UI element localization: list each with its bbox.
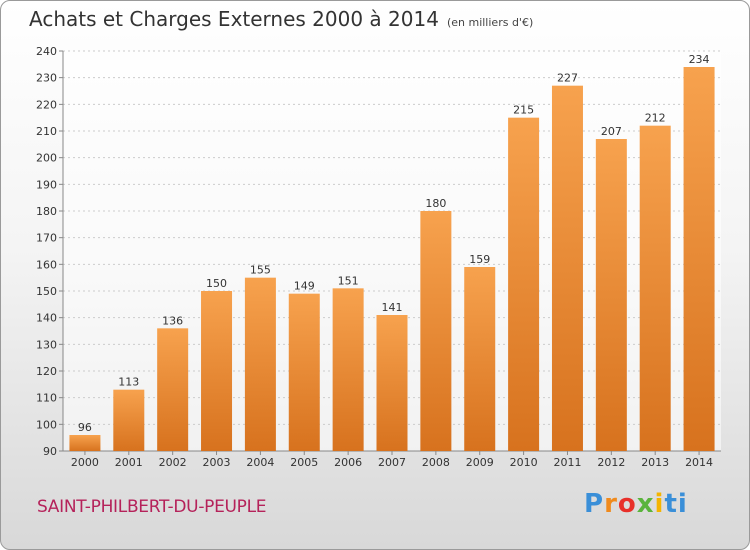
bar-value-label: 212	[645, 112, 666, 125]
x-tick-label: 2013	[641, 456, 669, 469]
bar	[420, 211, 452, 451]
bar	[332, 288, 364, 451]
bar	[157, 328, 189, 451]
bar-value-label: 155	[250, 264, 271, 277]
x-tick-label: 2007	[378, 456, 406, 469]
bar	[376, 315, 408, 451]
y-tick-label: 170	[36, 232, 57, 245]
bar-value-label: 159	[469, 253, 490, 266]
x-tick-label: 2014	[685, 456, 713, 469]
bar-value-label: 151	[338, 274, 359, 287]
y-tick-label: 190	[36, 178, 57, 191]
chart-title-text: Achats et Charges Externes 2000 à 2014	[29, 7, 439, 31]
bar-value-label: 96	[78, 421, 92, 434]
proxiti-logo: Proxiti	[584, 489, 688, 519]
bar	[288, 293, 320, 451]
bar	[113, 389, 145, 451]
x-tick-label: 2009	[466, 456, 494, 469]
bar-value-label: 136	[162, 314, 183, 327]
y-tick-label: 120	[36, 365, 57, 378]
y-tick-label: 200	[36, 152, 57, 165]
y-tick-label: 150	[36, 285, 57, 298]
bar-value-label: 150	[206, 277, 227, 290]
x-tick-label: 2005	[290, 456, 318, 469]
x-tick-label: 2002	[159, 456, 187, 469]
x-tick-label: 2001	[115, 456, 143, 469]
town-name: SAINT-PHILBERT-DU-PEUPLE	[37, 497, 267, 517]
bar	[639, 125, 671, 452]
y-tick-label: 90	[43, 445, 57, 458]
bar-value-label: 149	[294, 280, 315, 293]
x-tick-label: 2010	[510, 456, 538, 469]
bar	[508, 117, 540, 452]
bar-value-label: 180	[425, 197, 446, 210]
y-tick-label: 180	[36, 205, 57, 218]
bar	[244, 277, 276, 451]
x-tick-label: 2003	[203, 456, 231, 469]
bar-value-label: 234	[689, 53, 710, 66]
y-tick-label: 230	[36, 72, 57, 85]
bar	[69, 435, 101, 451]
y-tick-label: 240	[36, 45, 57, 58]
chart-subtitle: (en milliers d'€)	[446, 16, 534, 29]
x-tick-label: 2011	[553, 456, 581, 469]
bar-value-label: 227	[557, 72, 578, 85]
y-tick-label: 220	[36, 98, 57, 111]
x-tick-label: 2000	[71, 456, 99, 469]
bar	[201, 291, 233, 451]
bar	[683, 67, 715, 451]
y-tick-label: 130	[36, 338, 57, 351]
x-tick-label: 2012	[597, 456, 625, 469]
x-tick-label: 2008	[422, 456, 450, 469]
y-tick-label: 140	[36, 312, 57, 325]
chart-title: Achats et Charges Externes 2000 à 2014 (e…	[29, 7, 533, 31]
x-tick-label: 2004	[246, 456, 274, 469]
x-tick-label: 2006	[334, 456, 362, 469]
bar	[551, 85, 583, 452]
y-tick-label: 100	[36, 418, 57, 431]
y-tick-label: 210	[36, 125, 57, 138]
bar	[464, 267, 496, 451]
bar-value-label: 207	[601, 125, 622, 138]
bar-value-label: 215	[513, 104, 534, 117]
y-tick-label: 110	[36, 392, 57, 405]
y-tick-label: 160	[36, 258, 57, 271]
bar-value-label: 113	[118, 376, 139, 389]
bar-value-label: 141	[382, 301, 403, 314]
bar	[595, 139, 627, 451]
